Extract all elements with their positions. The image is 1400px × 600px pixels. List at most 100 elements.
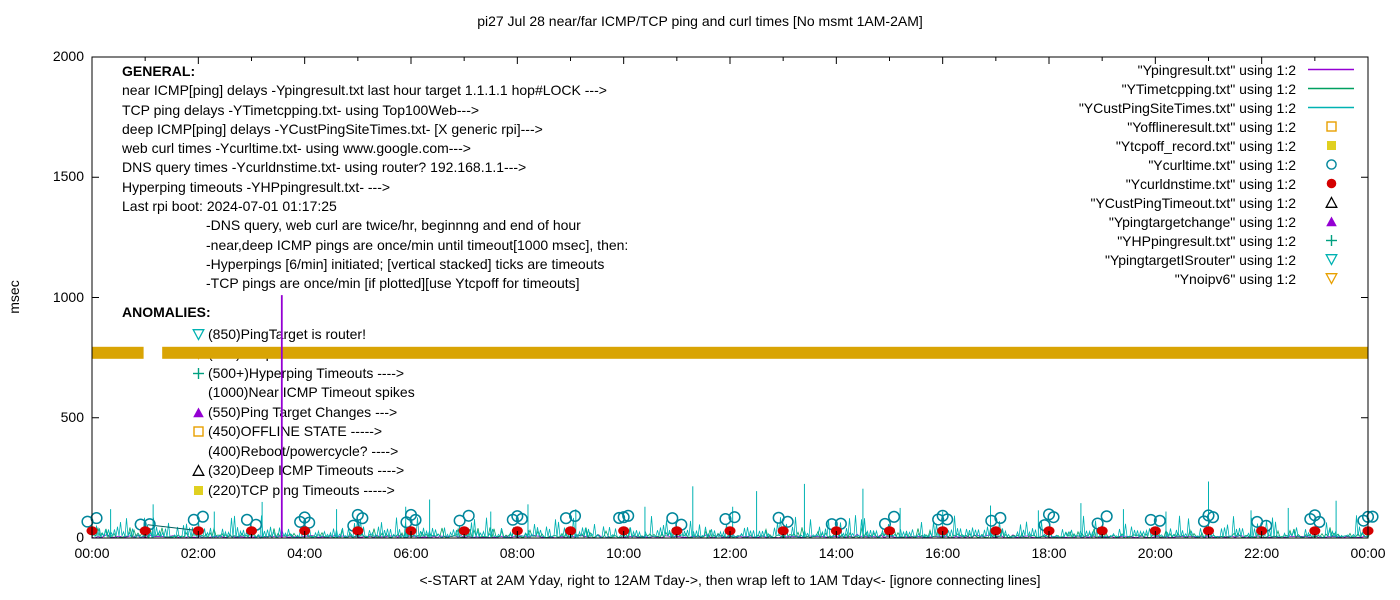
legend-sample-line-icon xyxy=(1306,101,1356,114)
x-tick-label: 00:00 xyxy=(74,545,110,561)
legend-item: "YCustPingSiteTimes.txt" using 1:2 xyxy=(1079,98,1356,117)
anomaly-text: (770)No ipv6 ----> xyxy=(208,345,319,361)
anomaly-text: (320)Deep ICMP Timeouts ----> xyxy=(208,462,405,478)
anomaly-row: (1000)Near ICMP Timeout spikes xyxy=(122,383,415,403)
legend-sample-circle-open-icon xyxy=(1306,158,1356,171)
anomaly-row: (770)No ipv6 ----> xyxy=(122,344,415,364)
legend-sample-square-open-icon xyxy=(1306,120,1356,133)
x-axis-label: <-START at 2AM Yday, right to 12AM Tday-… xyxy=(419,572,1041,588)
legend-sample-square-filled-icon xyxy=(1306,139,1356,152)
legend-label: "Yofflineresult.txt" using 1:2 xyxy=(1127,118,1296,135)
legend-sample-triangle-up-open-icon xyxy=(1306,196,1356,209)
legend-label: "YpingtargetISrouter" using 1:2 xyxy=(1104,251,1296,268)
triangle-up-filled-icon xyxy=(192,406,208,419)
legend-item: "Ypingresult.txt" using 1:2 xyxy=(1079,60,1356,79)
anomaly-text: (1000)Near ICMP Timeout spikes xyxy=(208,384,415,400)
triangle-down-open-icon xyxy=(192,347,208,361)
x-tick-label: 14:00 xyxy=(818,545,854,561)
legend-item: "Ytcpoff_record.txt" using 1:2 xyxy=(1079,136,1356,155)
legend-item: "YTimetcpping.txt" using 1:2 xyxy=(1079,79,1356,98)
legend-label: "YCustPingTimeout.txt" using 1:2 xyxy=(1090,194,1296,211)
general-line: -TCP pings are once/min [if plotted][use… xyxy=(206,275,580,292)
anomalies-heading: ANOMALIES: xyxy=(122,304,211,320)
general-line: TCP ping delays -YTimetcpping.txt- using… xyxy=(122,101,480,118)
x-tick-label: 16:00 xyxy=(925,545,961,561)
legend: "Ypingresult.txt" using 1:2 "YTimetcpping… xyxy=(1079,60,1356,288)
anomaly-text: (550)Ping Target Changes ---> xyxy=(208,403,398,420)
legend-sample-line-icon xyxy=(1306,63,1356,76)
legend-label: "Ycurltime.txt" using 1:2 xyxy=(1148,156,1296,173)
anomaly-rows: (850)PingTarget is router! (770)No ipv6 -… xyxy=(122,325,415,501)
plus-icon xyxy=(192,367,208,380)
y-tick-label: 1500 xyxy=(52,168,84,185)
legend-item: "Yofflineresult.txt" using 1:2 xyxy=(1079,117,1356,136)
general-line: near ICMP[ping] delays -Ypingresult.txt … xyxy=(122,82,607,99)
legend-sample-triangle-down-open-icon xyxy=(1306,253,1356,266)
general-line: deep ICMP[ping] delays -YCustPingSiteTim… xyxy=(122,120,543,137)
general-line: -Hyperpings [6/min] initiated; [vertical… xyxy=(206,255,605,272)
no-icon xyxy=(192,445,208,458)
x-tick-label: 08:00 xyxy=(499,545,535,561)
legend-item: "YHPpingresult.txt" using 1:2 xyxy=(1079,231,1356,250)
general-lines: near ICMP[ping] delays -Ypingresult.txt … xyxy=(122,81,628,293)
y-tick-label: 2000 xyxy=(52,48,84,64)
x-tick-label: 22:00 xyxy=(1244,545,1280,561)
anomaly-text: (450)OFFLINE STATE -----> xyxy=(208,423,383,439)
legend-item: "Ycurltime.txt" using 1:2 xyxy=(1079,155,1356,174)
legend-label: "Ycurldnstime.txt" using 1:2 xyxy=(1125,175,1296,192)
square-filled-icon xyxy=(192,484,208,497)
legend-label: "YCustPingSiteTimes.txt" using 1:2 xyxy=(1078,99,1296,116)
legend-label: "Ypingtargetchange" using 1:2 xyxy=(1108,213,1296,230)
legend-item: "Ypingtargetchange" using 1:2 xyxy=(1079,212,1356,231)
y-tick-label: 0 xyxy=(76,529,84,545)
general-line: Last rpi boot: 2024-07-01 01:17:25 xyxy=(122,198,337,215)
legend-item: "Ycurldnstime.txt" using 1:2 xyxy=(1079,174,1356,193)
y-axis-label: msec xyxy=(6,280,22,314)
anomaly-text: (220)TCP ping Timeouts -----> xyxy=(208,481,395,498)
triangle-up-open-icon xyxy=(192,464,208,477)
anomaly-row: (320)Deep ICMP Timeouts ----> xyxy=(122,461,415,481)
general-notes: GENERAL: near ICMP[ping] delays -Ypingre… xyxy=(122,62,628,294)
legend-sample-triangle-up-filled-icon xyxy=(1306,215,1356,228)
anomaly-row: (500+)Hyperping Timeouts ----> xyxy=(122,364,415,384)
general-line: web curl times -Ycurltime.txt- using www… xyxy=(122,140,471,157)
general-heading: GENERAL: xyxy=(122,63,196,79)
legend-item: "YCustPingTimeout.txt" using 1:2 xyxy=(1079,193,1356,212)
legend-sample-triangle-down-open-icon xyxy=(1306,272,1356,285)
legend-label: "Ypingresult.txt" using 1:2 xyxy=(1137,61,1296,78)
y-tick-label: 1000 xyxy=(52,288,84,305)
x-tick-label: 06:00 xyxy=(393,545,429,561)
anomalies-notes: ANOMALIES: (850)PingTarget is router! (77… xyxy=(122,303,415,500)
triangle-down-open-icon xyxy=(192,328,208,341)
legend-sample-circle-filled-icon xyxy=(1306,177,1356,190)
square-open-icon xyxy=(192,425,208,438)
y-tick-label: 500 xyxy=(60,408,84,425)
x-tick-label: 18:00 xyxy=(1031,545,1067,561)
general-line: -near,deep ICMP pings are once/min until… xyxy=(206,236,629,253)
legend-item: "YpingtargetISrouter" using 1:2 xyxy=(1079,250,1356,269)
x-tick-label: 04:00 xyxy=(287,545,323,561)
general-line: -DNS query, web curl are twice/hr, begin… xyxy=(206,217,581,234)
anomaly-row: (450)OFFLINE STATE -----> xyxy=(122,422,415,442)
legend-sample-line-icon xyxy=(1306,82,1356,95)
anomaly-text: (500+)Hyperping Timeouts ----> xyxy=(208,364,405,381)
legend-label: "YTimetcpping.txt" using 1:2 xyxy=(1121,80,1296,97)
x-tick-label: 12:00 xyxy=(712,545,748,561)
x-tick-label: 10:00 xyxy=(606,545,642,561)
anomaly-row: (220)TCP ping Timeouts -----> xyxy=(122,481,415,501)
general-line: DNS query times -Ycurldnstime.txt- using… xyxy=(122,159,527,176)
general-line: Hyperping timeouts -YHPpingresult.txt- -… xyxy=(122,178,391,195)
x-tick-label: 20:00 xyxy=(1137,545,1173,561)
legend-label: "Ytcpoff_record.txt" using 1:2 xyxy=(1115,137,1296,154)
anomaly-row: (400)Reboot/powercycle? ----> xyxy=(122,442,415,462)
anomaly-row: (550)Ping Target Changes ---> xyxy=(122,403,415,423)
legend-sample-plus-icon xyxy=(1306,234,1356,247)
no-icon xyxy=(192,386,208,399)
legend-label: "YHPpingresult.txt" using 1:2 xyxy=(1117,232,1296,249)
x-tick-label: 00:00 xyxy=(1350,545,1386,561)
anomaly-text: (400)Reboot/powercycle? ----> xyxy=(208,442,399,459)
chart-title: pi27 Jul 28 near/far ICMP/TCP ping and c… xyxy=(477,13,923,29)
x-tick-label: 02:00 xyxy=(180,545,216,561)
anomaly-row: (850)PingTarget is router! xyxy=(122,325,415,345)
